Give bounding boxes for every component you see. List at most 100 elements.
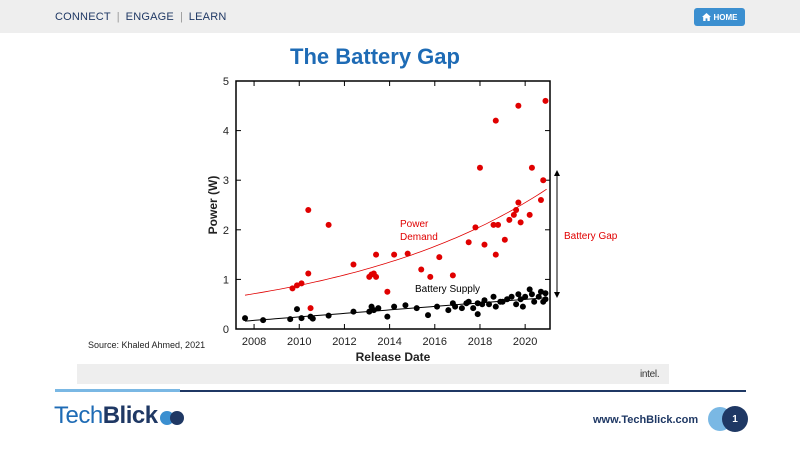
nav-separator: | bbox=[116, 11, 120, 23]
annotation-demand-word: Demand bbox=[400, 232, 438, 243]
supply-point bbox=[542, 290, 549, 297]
demand-point bbox=[293, 282, 300, 289]
demand-point bbox=[305, 206, 312, 213]
supply-point bbox=[242, 315, 249, 322]
footer-rule bbox=[180, 390, 746, 392]
demand-point bbox=[373, 273, 380, 280]
nav-learn[interactable]: LEARN bbox=[188, 11, 227, 23]
demand-point bbox=[472, 224, 479, 231]
nav-connect[interactable]: CONNECT bbox=[55, 11, 111, 23]
demand-point bbox=[465, 239, 472, 246]
demand-point bbox=[391, 251, 398, 258]
demand-point bbox=[517, 219, 524, 226]
footer-rule-accent bbox=[55, 389, 180, 392]
plot-frame bbox=[235, 80, 551, 330]
supply-point bbox=[499, 298, 506, 305]
supply-point bbox=[309, 315, 316, 322]
slide-title: The Battery Gap bbox=[290, 44, 460, 69]
supply-point bbox=[519, 303, 526, 310]
supply-point bbox=[434, 303, 441, 310]
demand-point bbox=[350, 261, 357, 268]
supply-point bbox=[402, 302, 409, 309]
logo-dots-icon bbox=[159, 411, 184, 425]
demand-point bbox=[476, 164, 483, 171]
annotation-power-demand: Power bbox=[400, 219, 429, 230]
y-tick-label: 5 bbox=[223, 76, 229, 88]
demand-point bbox=[506, 216, 513, 223]
demand-point bbox=[384, 288, 391, 295]
footer-url[interactable]: www.TechBlick.com bbox=[593, 414, 699, 426]
supply-point bbox=[528, 291, 535, 298]
supply-point bbox=[474, 300, 481, 307]
demand-point bbox=[449, 272, 456, 279]
supply-point bbox=[293, 306, 300, 313]
demand-point bbox=[537, 197, 544, 204]
battery-gap-arrowhead-top bbox=[554, 170, 560, 176]
supply-point bbox=[515, 291, 522, 298]
y-tick-label: 1 bbox=[223, 274, 229, 286]
supply-point bbox=[513, 301, 520, 308]
x-tick-label: 2008 bbox=[242, 336, 266, 348]
supply-point bbox=[470, 305, 477, 312]
demand-point bbox=[501, 236, 508, 243]
x-tick-label: 2010 bbox=[287, 336, 311, 348]
supply-point bbox=[384, 313, 391, 320]
supply-point bbox=[325, 312, 332, 319]
supply-point bbox=[517, 296, 524, 303]
supply-point bbox=[474, 311, 481, 318]
supply-point bbox=[298, 315, 305, 322]
top-nav: CONNECT | ENGAGE | LEARN bbox=[55, 11, 226, 23]
supply-point bbox=[526, 286, 533, 293]
demand-point bbox=[427, 273, 434, 280]
supply-point bbox=[481, 297, 488, 304]
x-tick-label: 2012 bbox=[332, 336, 356, 348]
supply-point bbox=[531, 298, 538, 305]
demand-point bbox=[373, 251, 380, 258]
logo-text-blick: Blick bbox=[102, 402, 158, 429]
supply-point bbox=[542, 296, 549, 303]
x-tick-label: 2014 bbox=[377, 336, 401, 348]
supply-point bbox=[535, 293, 542, 300]
supply-point bbox=[492, 303, 499, 310]
supply-point bbox=[537, 288, 544, 295]
annotation-battery-gap: Battery Gap bbox=[564, 231, 618, 242]
supply-point bbox=[260, 317, 267, 324]
y-tick-label: 2 bbox=[223, 225, 229, 237]
demand-point bbox=[307, 305, 314, 312]
supply-point bbox=[375, 305, 382, 312]
supply-point bbox=[504, 296, 511, 303]
annotation-battery-supply: Battery Supply bbox=[415, 284, 480, 295]
demand-point bbox=[305, 270, 312, 277]
supply-point bbox=[287, 316, 294, 323]
demand-point bbox=[510, 211, 517, 218]
demand-point bbox=[289, 285, 296, 292]
supply-point bbox=[465, 298, 472, 305]
supply-point bbox=[508, 293, 515, 300]
supply-point bbox=[486, 301, 493, 308]
logo-text-tech: Tech bbox=[54, 402, 103, 429]
demand-point bbox=[526, 211, 533, 218]
supply-point bbox=[522, 293, 529, 300]
demand-point bbox=[436, 254, 443, 261]
home-button-label: HOME bbox=[713, 12, 738, 22]
x-tick-label: 2018 bbox=[468, 336, 492, 348]
demand-point bbox=[513, 206, 520, 213]
x-axis-label: Release Date bbox=[356, 350, 431, 364]
y-tick-label: 4 bbox=[223, 126, 229, 138]
demand-point bbox=[325, 221, 332, 228]
page-number: 1 bbox=[722, 406, 748, 432]
demand-point bbox=[492, 117, 499, 124]
supply-point bbox=[425, 312, 432, 319]
intel-logo: intel. bbox=[640, 369, 660, 380]
supply-point bbox=[350, 308, 357, 315]
techblick-logo[interactable]: Tech Blick bbox=[54, 402, 184, 430]
home-button[interactable]: HOME bbox=[694, 8, 745, 26]
y-axis-label: Power (W) bbox=[206, 176, 220, 235]
demand-point bbox=[481, 241, 488, 248]
supply-point bbox=[490, 293, 497, 300]
nav-engage[interactable]: ENGAGE bbox=[125, 11, 174, 23]
page-number-badge: 1 bbox=[708, 406, 748, 432]
demand-point bbox=[542, 97, 549, 104]
demand-point bbox=[540, 177, 547, 184]
